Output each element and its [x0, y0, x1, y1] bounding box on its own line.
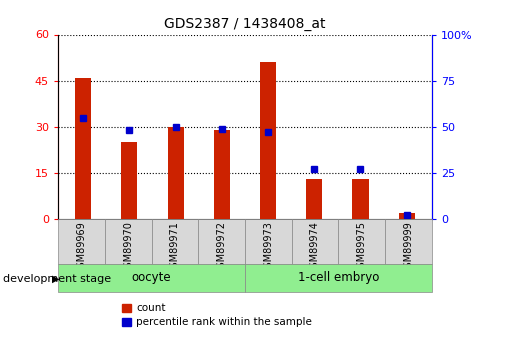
Text: GSM89970: GSM89970	[123, 221, 133, 274]
Text: GSM89969: GSM89969	[76, 221, 86, 274]
Text: 1-cell embryo: 1-cell embryo	[297, 271, 379, 284]
Text: development stage: development stage	[3, 274, 111, 284]
Bar	[398, 213, 415, 219]
Bar	[352, 179, 369, 219]
Bar	[121, 142, 137, 219]
Text: GSM89972: GSM89972	[217, 221, 227, 274]
Text: GSM89975: GSM89975	[357, 221, 367, 274]
Bar	[58, 219, 105, 264]
Legend: count, percentile rank within the sample: count, percentile rank within the sample	[119, 300, 315, 331]
Text: GSM89973: GSM89973	[263, 221, 273, 274]
Title: GDS2387 / 1438408_at: GDS2387 / 1438408_at	[164, 17, 326, 31]
Bar	[58, 264, 245, 292]
Bar	[198, 219, 245, 264]
Bar	[214, 130, 230, 219]
Bar	[245, 264, 432, 292]
Bar	[168, 127, 184, 219]
Text: ▶: ▶	[52, 274, 60, 284]
Bar	[292, 219, 338, 264]
Bar	[385, 219, 432, 264]
Text: GSM89971: GSM89971	[170, 221, 180, 274]
Bar	[306, 179, 322, 219]
Text: oocyte: oocyte	[132, 271, 171, 284]
Bar	[105, 219, 152, 264]
Bar	[338, 219, 385, 264]
Text: GSM89999: GSM89999	[403, 221, 414, 274]
Bar	[245, 219, 292, 264]
Bar	[75, 78, 91, 219]
Text: GSM89974: GSM89974	[310, 221, 320, 274]
Bar	[152, 219, 198, 264]
Bar	[260, 62, 276, 219]
